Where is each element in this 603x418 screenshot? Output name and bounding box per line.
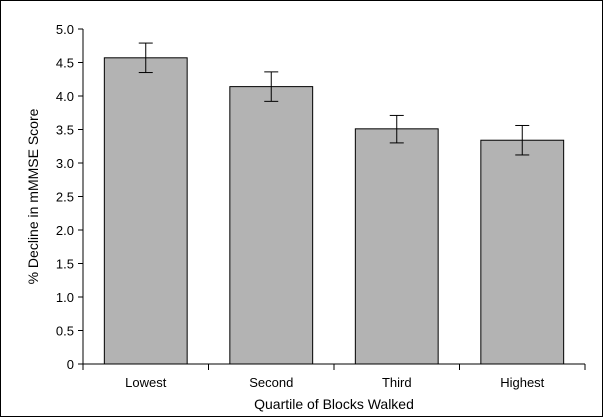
y-tick-label: 5.0 xyxy=(56,22,74,37)
bar-second xyxy=(229,86,314,365)
y-tick-label: 1.0 xyxy=(56,290,74,305)
y-tick-label: 0.5 xyxy=(56,324,74,339)
y-tick-label: 2.0 xyxy=(56,223,74,238)
y-tick-label: 3.5 xyxy=(56,123,74,138)
error-bars-group xyxy=(138,42,530,156)
y-tick-label: 2.5 xyxy=(56,190,74,205)
bar-lowest xyxy=(103,57,188,365)
x-ticks-group: Lowest Second Third Highest xyxy=(82,364,586,390)
y-axis-label: % Decline in mMMSE Score xyxy=(25,108,41,284)
bars-group xyxy=(103,57,565,365)
y-tick-label: 3.0 xyxy=(56,156,74,171)
x-tick-label: Second xyxy=(249,375,293,390)
bar-third xyxy=(354,128,439,365)
x-axis-label: Quartile of Blocks Walked xyxy=(254,396,414,412)
x-tick-label: Lowest xyxy=(125,375,167,390)
x-tick-label: Highest xyxy=(500,375,544,390)
y-tick-label: 0 xyxy=(67,357,74,372)
y-ticks-group: 0 0.5 1.0 1.5 2.0 2.5 3.0 3.5 4.0 4.5 5.0 xyxy=(56,22,83,372)
y-tick-label: 4.5 xyxy=(56,56,74,71)
y-tick-label: 1.5 xyxy=(56,257,74,272)
bar-highest xyxy=(480,139,565,365)
y-tick-label: 4.0 xyxy=(56,89,74,104)
x-tick-label: Third xyxy=(382,375,412,390)
